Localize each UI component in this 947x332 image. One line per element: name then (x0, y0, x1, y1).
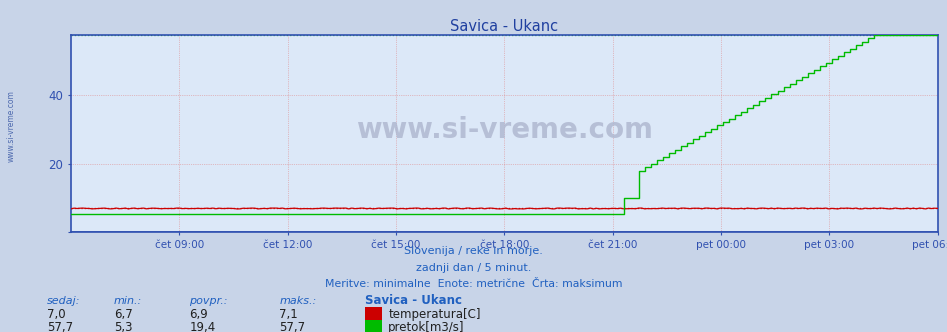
Text: zadnji dan / 5 minut.: zadnji dan / 5 minut. (416, 263, 531, 273)
Text: pretok[m3/s]: pretok[m3/s] (388, 321, 465, 332)
Text: min.:: min.: (114, 296, 142, 306)
Text: 6,7: 6,7 (114, 308, 133, 321)
Text: 57,7: 57,7 (279, 321, 306, 332)
Text: povpr.:: povpr.: (189, 296, 228, 306)
Text: temperatura[C]: temperatura[C] (388, 308, 481, 321)
Text: maks.:: maks.: (279, 296, 316, 306)
Text: sedaj:: sedaj: (47, 296, 80, 306)
Text: Slovenija / reke in morje.: Slovenija / reke in morje. (404, 246, 543, 256)
Text: www.si-vreme.com: www.si-vreme.com (356, 116, 652, 144)
Text: www.si-vreme.com: www.si-vreme.com (7, 90, 16, 162)
Text: 57,7: 57,7 (47, 321, 74, 332)
Text: 6,9: 6,9 (189, 308, 208, 321)
Text: Meritve: minimalne  Enote: metrične  Črta: maksimum: Meritve: minimalne Enote: metrične Črta:… (325, 279, 622, 289)
Text: 7,0: 7,0 (47, 308, 66, 321)
Text: Savica - Ukanc: Savica - Ukanc (365, 294, 461, 307)
Text: 19,4: 19,4 (189, 321, 216, 332)
Text: 7,1: 7,1 (279, 308, 298, 321)
Title: Savica - Ukanc: Savica - Ukanc (450, 19, 559, 34)
Text: 5,3: 5,3 (114, 321, 133, 332)
